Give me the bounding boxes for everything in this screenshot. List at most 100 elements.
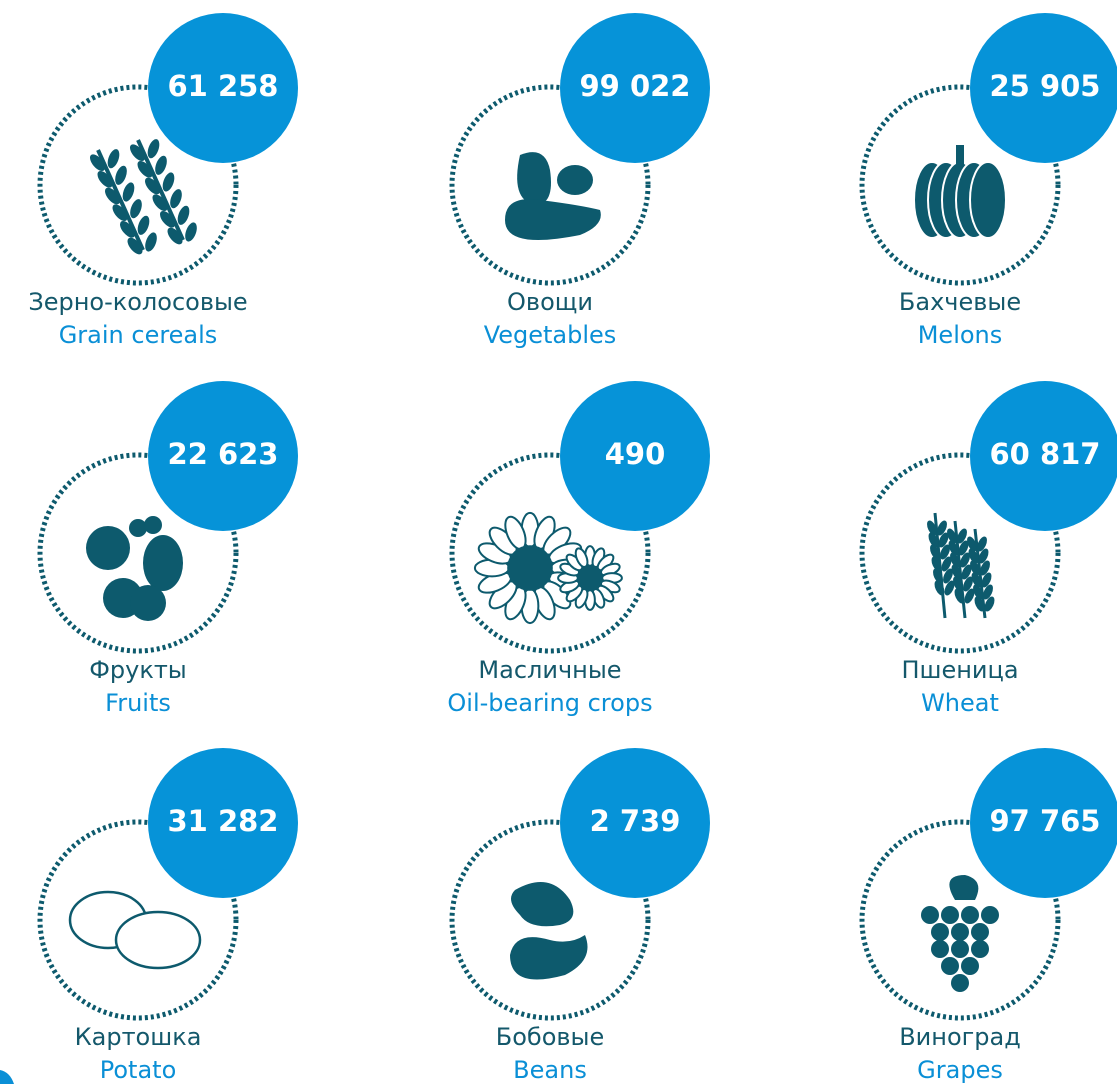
grape (931, 923, 949, 941)
dashed-ring (37, 84, 239, 286)
kernel (954, 588, 965, 604)
kernel (928, 532, 939, 548)
stalk (956, 145, 964, 165)
crop-icon (473, 511, 623, 625)
dashed-ring (859, 452, 1061, 654)
kernel (980, 560, 990, 576)
label-ru: Пшеница (901, 656, 1018, 684)
kernel (938, 532, 949, 548)
label-en: Grain cereals (59, 321, 218, 349)
label-en: Beans (513, 1056, 587, 1084)
kernel (112, 204, 128, 221)
label-ru: Масличные (478, 656, 621, 684)
value-badge (560, 381, 710, 531)
kernel (950, 552, 960, 568)
kernel (940, 544, 950, 560)
kernel (137, 215, 150, 235)
kernel (984, 596, 995, 612)
dashed-ring (449, 84, 651, 286)
kernel (961, 564, 972, 580)
label-ru: Бахчевые (899, 288, 1021, 316)
kernel (147, 139, 160, 159)
crop-icon (913, 145, 1007, 239)
kernel (944, 580, 955, 596)
kernel (983, 584, 993, 600)
value-badge (970, 748, 1117, 898)
dashed-ring (859, 819, 1061, 1021)
bean (510, 935, 588, 980)
lobe (969, 161, 1007, 239)
crop-icon (86, 516, 183, 621)
value: 2 739 (590, 804, 681, 838)
kernel (145, 232, 157, 252)
kernel (948, 540, 959, 556)
kernel (145, 177, 160, 195)
kernel (981, 572, 992, 588)
kernel (960, 552, 970, 568)
kernel (177, 205, 190, 225)
bean (511, 882, 574, 927)
tomato (130, 585, 166, 621)
crop-card: 99 022 Овощи Vegetables (449, 13, 710, 349)
grape (921, 906, 939, 924)
crop-card: 61 258 Зерно-колосовые Grain cereals (28, 13, 298, 349)
kernel (957, 528, 967, 544)
label-ru: Картошка (75, 1023, 202, 1051)
kernel (170, 189, 182, 209)
kernel (951, 564, 962, 580)
value-badge (970, 13, 1117, 163)
kernel (977, 536, 987, 552)
dashed-ring (449, 452, 651, 654)
label-en: Fruits (105, 689, 171, 717)
label-en: Vegetables (484, 321, 617, 349)
label-ru: Виноград (899, 1023, 1021, 1051)
eggplant (505, 199, 601, 240)
value-badge (970, 381, 1117, 531)
kernel (130, 144, 145, 161)
kernel (115, 165, 127, 185)
label-ru: Бобовые (496, 1023, 605, 1051)
pear (143, 535, 183, 591)
kernel (122, 182, 135, 202)
kernel (933, 568, 943, 584)
value-badge (148, 748, 298, 898)
kernel (155, 155, 167, 175)
kernel (971, 572, 982, 588)
kernel (927, 520, 937, 536)
kernel (162, 172, 175, 192)
crop-icon (921, 875, 999, 992)
dashed-ring (37, 452, 239, 654)
corner-shape (0, 1070, 14, 1084)
grape (951, 923, 969, 941)
label-ru: Фрукты (89, 656, 187, 684)
kernel (130, 199, 142, 219)
kernel (152, 194, 168, 211)
value: 60 817 (990, 437, 1101, 471)
grape (951, 940, 969, 958)
kernel (185, 222, 197, 242)
crop-card: 97 765 Виноград Grapes (859, 748, 1117, 1084)
kernel (963, 576, 973, 592)
kernel (107, 149, 120, 169)
kernel (970, 560, 980, 576)
kernel (978, 548, 989, 564)
grape (941, 957, 959, 975)
crop-card: 2 739 Бобовые Beans (449, 748, 710, 1084)
label-ru: Овощи (507, 288, 593, 316)
kernel (160, 211, 175, 228)
cherry (129, 519, 147, 537)
stem (136, 139, 185, 241)
crop-icon (68, 890, 202, 970)
value: 25 905 (990, 69, 1101, 103)
dashed-ring (449, 819, 651, 1021)
kernel (968, 548, 979, 564)
kernel (931, 556, 942, 572)
kernel (937, 520, 947, 536)
leaf (949, 875, 979, 900)
dashed-ring (859, 84, 1061, 286)
label-en: Grapes (917, 1056, 1003, 1084)
value-badge (148, 381, 298, 531)
label-en: Oil-bearing crops (447, 689, 652, 717)
